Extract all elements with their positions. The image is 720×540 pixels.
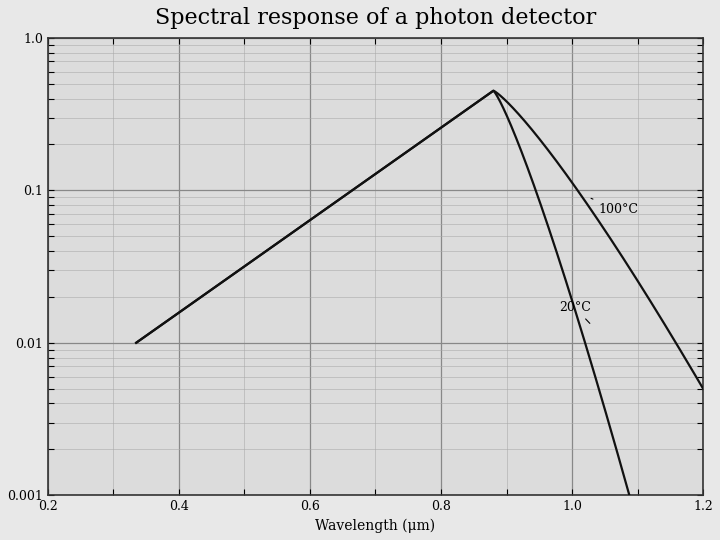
Text: 20°C: 20°C [559,301,591,323]
Text: 100°C: 100°C [591,198,639,216]
X-axis label: Wavelength (μm): Wavelength (μm) [315,518,436,533]
Title: Spectral response of a photon detector: Spectral response of a photon detector [155,7,596,29]
